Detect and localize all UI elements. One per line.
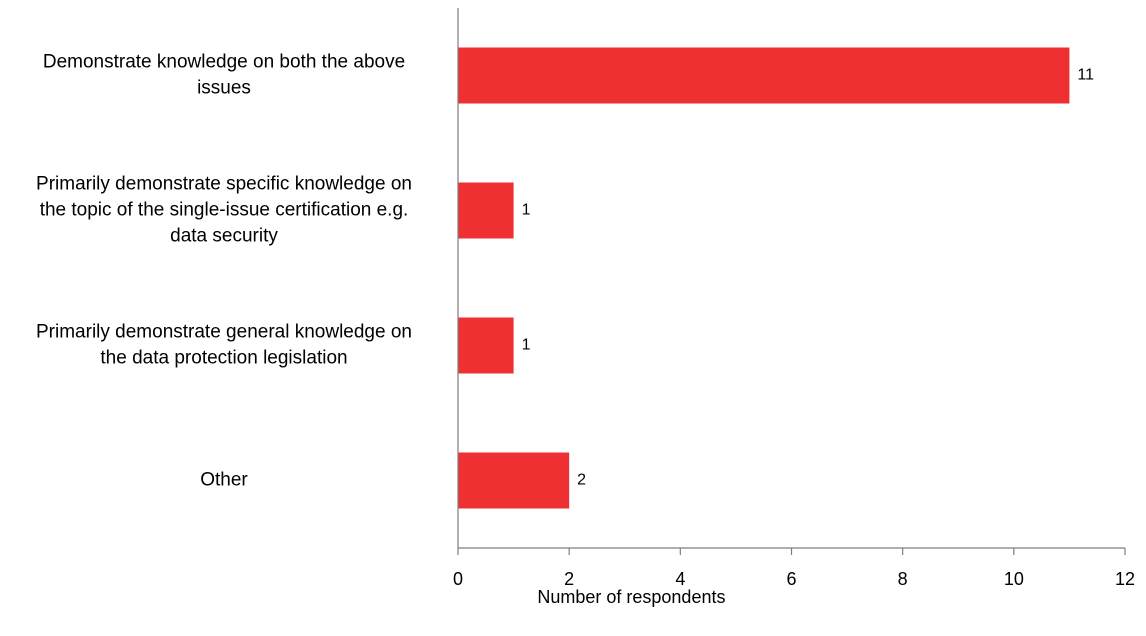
category-label: Demonstrate knowledge on both the above bbox=[43, 52, 405, 73]
bar bbox=[458, 182, 514, 239]
x-ticks-group: 0 2 4 6 8 10 12 bbox=[453, 548, 1135, 589]
category-label: Primarily demonstrate specific knowledge… bbox=[36, 174, 412, 195]
data-label: 2 bbox=[577, 472, 586, 489]
x-tick-label: 10 bbox=[1004, 569, 1024, 589]
data-label: 1 bbox=[522, 337, 531, 354]
x-tick-label: 4 bbox=[675, 569, 685, 589]
category-labels-group: Demonstrate knowledge on both the above i… bbox=[36, 52, 412, 491]
category-label: the data protection legislation bbox=[100, 348, 347, 369]
bars-group bbox=[458, 47, 1070, 509]
category-label: data security bbox=[170, 226, 278, 247]
x-tick-label: 8 bbox=[898, 569, 908, 589]
data-label: 1 bbox=[522, 202, 531, 219]
category-label: issues bbox=[197, 78, 251, 99]
category-label: Primarily demonstrate general knowledge … bbox=[36, 322, 412, 343]
x-tick-label: 6 bbox=[786, 569, 796, 589]
bar bbox=[458, 317, 514, 374]
bar bbox=[458, 47, 1070, 104]
bar bbox=[458, 452, 570, 509]
data-label: 11 bbox=[1077, 67, 1094, 84]
category-label: the topic of the single-issue certificat… bbox=[40, 200, 409, 221]
x-tick-label: 2 bbox=[564, 569, 574, 589]
x-tick-label: 0 bbox=[453, 569, 463, 589]
x-axis-title: Number of respondents bbox=[537, 587, 725, 607]
category-label: Other bbox=[200, 470, 248, 491]
x-tick-label: 12 bbox=[1115, 569, 1135, 589]
